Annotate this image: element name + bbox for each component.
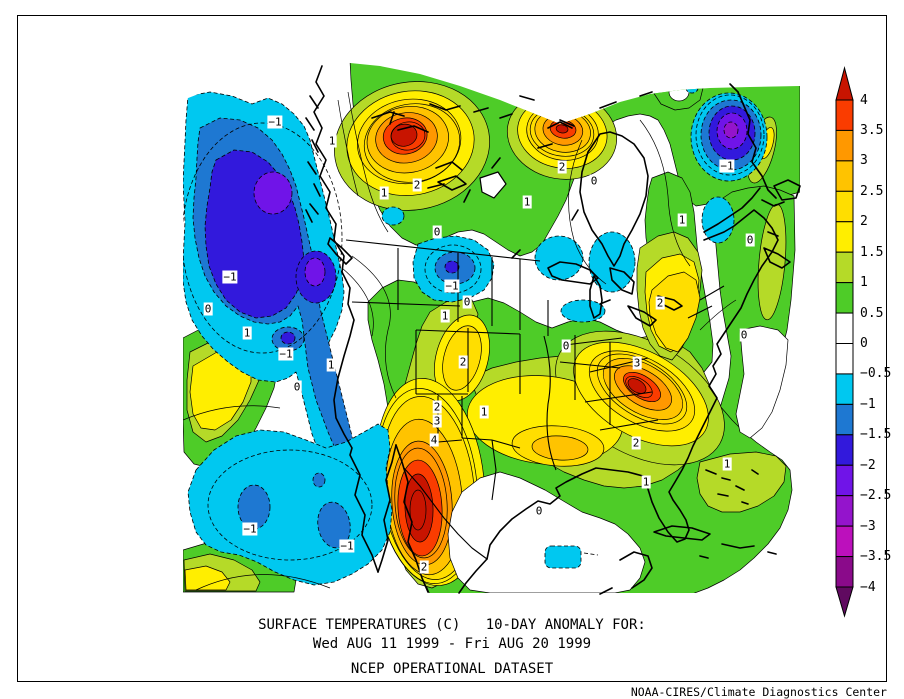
colorbar-cell [835, 525, 854, 558]
colorbar-cell [835, 221, 854, 253]
title-line: SURFACE TEMPERATURES (C) 10-DAY ANOMALY … [258, 617, 646, 633]
yg-bahamas [696, 451, 787, 513]
contour-label: 1 [379, 186, 389, 200]
colorbar-tick-label: −3 [860, 518, 876, 534]
colorbar-tick-label: −4 [860, 579, 876, 595]
colorbar-tick-label: −1.5 [860, 427, 892, 443]
colorbar-tick-label: 3.5 [860, 122, 884, 138]
contour-label: 2 [655, 296, 665, 310]
colorbar-tick-label: −2 [860, 457, 876, 473]
contour-label: −1 [719, 159, 735, 173]
colorbar-cell [835, 129, 854, 162]
contour-label: 0 [292, 380, 302, 394]
white-atlantic [735, 325, 789, 439]
contour-label: 0 [432, 225, 442, 239]
contour-label: 2 [412, 178, 422, 192]
colorbar-cell [835, 343, 854, 375]
contour-label: 2 [631, 436, 641, 450]
colorbar-tick-label: 2.5 [860, 183, 884, 199]
contour-label: −1 [242, 522, 258, 536]
contour-label: 1 [722, 457, 732, 471]
colorbar-tick-label: −2.5 [860, 488, 892, 504]
colorbar-cell [835, 403, 854, 436]
contour-label: 4 [429, 433, 439, 447]
dataset-line: NCEP OPERATIONAL DATASET [350, 661, 554, 677]
colorbar-cell [835, 556, 854, 588]
colorbar-cell [835, 495, 854, 527]
contour-label: 0 [561, 339, 571, 353]
colorbar-tick-label: 1 [860, 275, 868, 291]
contour-label: 2 [557, 160, 567, 174]
plot-frame [17, 15, 887, 682]
contour-label: 1 [641, 475, 651, 489]
colorbar-cell [835, 434, 854, 466]
contour-label: 1 [677, 213, 687, 227]
colorbar-cell [835, 282, 854, 314]
colorbar-tick-label: −1 [860, 396, 876, 412]
contour-label: 2 [419, 560, 429, 574]
contour-label: 1 [242, 326, 252, 340]
contour-label: −1 [267, 115, 283, 129]
contour-label: 0 [745, 233, 755, 247]
contour-label: 0 [589, 174, 599, 188]
contour-label: 0 [534, 504, 544, 518]
colorbar-tick-label: −3.5 [860, 549, 892, 565]
contour-label: 0 [739, 328, 749, 342]
colorbar-tick-label: 0 [860, 336, 868, 351]
contour-label: 1 [326, 358, 336, 372]
contour-label: −1 [339, 539, 355, 553]
contour-label: 3 [632, 356, 642, 370]
coastlines [305, 65, 801, 595]
date-range-line: Wed AUG 11 1999 - Fri AUG 20 1999 [312, 636, 592, 652]
cold-quebec [690, 92, 768, 182]
colorbar-cell [835, 312, 854, 344]
colorbar-tick-label: 0.5 [860, 305, 884, 321]
colorbar-arrow-top [835, 66, 854, 101]
cold-gulf-spot [544, 545, 582, 569]
contour-label: 2 [432, 400, 442, 414]
colorbar-tick-label: 1.5 [860, 244, 884, 260]
colorbar-cell [835, 190, 854, 223]
colorbar-tick-label: −0.5 [860, 366, 892, 382]
contour-label: −1 [278, 347, 294, 361]
colorbar-cell [835, 464, 854, 497]
colorbar-cell [835, 373, 854, 405]
contour-label: 3 [432, 414, 442, 428]
state-borders [345, 239, 725, 560]
colorbar-tick-label: 2 [860, 214, 868, 230]
colorbar-cell [835, 160, 854, 192]
contour-label: 1 [522, 195, 532, 209]
contour-label: 1 [440, 309, 450, 323]
colorbar-cell [835, 251, 854, 284]
contour-label: 0 [462, 295, 472, 309]
contour-label: 0 [203, 302, 213, 316]
credit-line: NOAA-CIRES/Climate Diagnostics Center [630, 685, 887, 699]
contour-label: −1 [444, 279, 460, 293]
contour-label: −1 [222, 270, 238, 284]
colorbar-cell [835, 99, 854, 131]
colorbar-tick-label: 3 [860, 153, 868, 169]
contour-label: 2 [458, 355, 468, 369]
contour-label: 1 [479, 405, 489, 419]
colorbar-arrow-bottom [835, 586, 854, 618]
colorbar-tick-label: 4 [860, 92, 868, 108]
contour-label: 1 [327, 134, 337, 148]
